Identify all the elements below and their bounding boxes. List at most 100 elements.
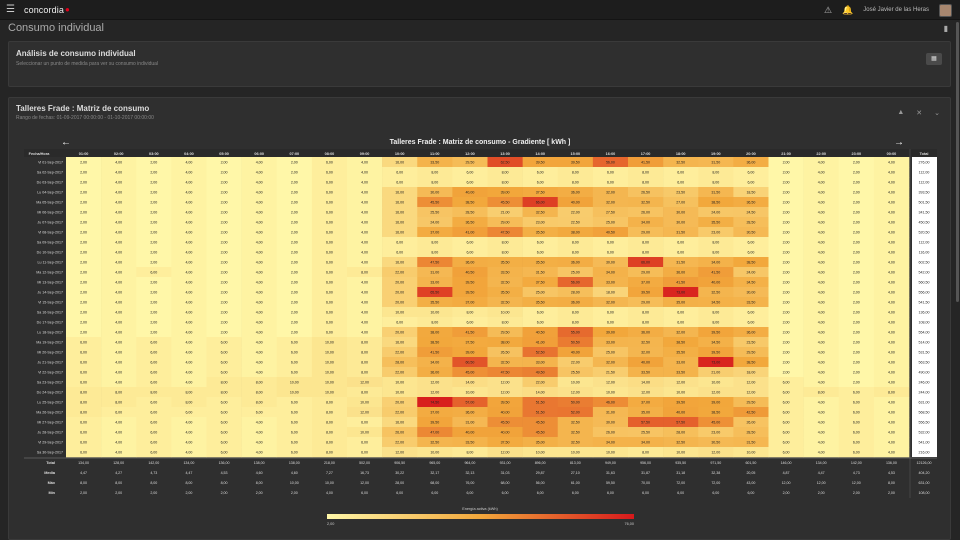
avatar[interactable] — [939, 3, 952, 17]
user-name[interactable]: José Javier de las Heras — [863, 7, 929, 13]
cell-value: 6,00 — [747, 321, 754, 325]
cell-value: 4,00 — [361, 181, 368, 185]
heatmap-cell — [347, 407, 383, 418]
cell-value: 6,00 — [221, 371, 228, 375]
heatmap-cell — [803, 197, 840, 208]
cell-value: 31,50 — [676, 231, 685, 235]
cell-value: 8,00 — [185, 391, 192, 395]
cell-value: 2,00 — [291, 271, 298, 275]
cell-value: 6,00 — [783, 381, 790, 385]
cell-value: 2,00 — [853, 311, 860, 315]
cell-value: 4,00 — [256, 311, 263, 315]
heatmap-cell — [698, 317, 734, 328]
cell-value: 28,00 — [571, 291, 580, 295]
cell-value: 4,00 — [256, 431, 263, 435]
heatmap-cell — [768, 277, 804, 288]
heatmap-cell — [698, 447, 734, 458]
cell-value: 4,00 — [818, 301, 825, 305]
download-icon[interactable]: ▲ — [897, 109, 905, 116]
summary-value: 6,00 — [431, 491, 438, 495]
heatmap-cell — [768, 217, 804, 228]
heatmap-cell — [311, 347, 348, 358]
close-icon[interactable]: ✕ — [916, 110, 923, 117]
cell-value: 6,00 — [326, 161, 333, 165]
heatmap-cell — [101, 317, 137, 328]
cell-value: 30,50 — [711, 441, 720, 445]
cell-value: 4,00 — [256, 171, 263, 175]
alert-icon[interactable]: ⚠ — [824, 4, 833, 15]
heatmap-cell — [557, 347, 594, 358]
heatmap-cell — [417, 397, 453, 408]
cell-value: 8,00 — [642, 181, 649, 185]
heatmap-cell — [592, 207, 629, 218]
heatmap-cell — [66, 367, 102, 378]
cell-value: 12,00 — [606, 381, 615, 385]
heatmap-cell — [803, 437, 840, 448]
cell-value: 8,00 — [502, 321, 509, 325]
heatmap-cell — [347, 327, 383, 338]
heatmap-cell — [733, 327, 769, 338]
heatmap-cell — [66, 407, 102, 418]
heatmap-cell — [557, 427, 594, 438]
cell-value: 12,00 — [501, 451, 510, 455]
menu-icon[interactable]: ☰ — [6, 4, 15, 15]
heatmap-cell — [733, 297, 769, 308]
cell-value: 4,00 — [185, 451, 192, 455]
brand-logo[interactable]: concordia● — [24, 5, 70, 15]
cell-value: 2,00 — [853, 291, 860, 295]
cell-value: 8,00 — [431, 321, 438, 325]
heatmap-cell — [628, 157, 664, 168]
heatmap-cell — [382, 197, 418, 208]
cell-value: 2,00 — [853, 231, 860, 235]
cell-value: 36,00 — [571, 261, 580, 265]
cell-value: 2,00 — [783, 351, 790, 355]
arrow-left-icon[interactable]: ← — [61, 137, 71, 148]
heatmap-cell — [241, 247, 278, 258]
heatmap-cell — [311, 287, 348, 298]
heatmap-cell — [382, 297, 418, 308]
date-label: Vi 08-Sep-2017 — [38, 231, 63, 235]
select-point-button[interactable]: ▦ — [926, 53, 942, 65]
cell-value: 2,00 — [221, 321, 228, 325]
heatmap-cell — [171, 397, 207, 408]
book-icon[interactable]: ▮ — [943, 24, 948, 33]
heatmap-cell — [733, 237, 769, 248]
summary-value: 7,27 — [326, 471, 333, 475]
heatmap-cell — [768, 257, 804, 268]
row-total: 542,00 — [919, 271, 930, 275]
bell-icon[interactable]: 🔔 — [842, 4, 854, 15]
cell-value: 4,00 — [888, 451, 895, 455]
heatmap-cell — [557, 357, 594, 368]
cell-value: 4,00 — [115, 311, 122, 315]
heatmap-cell — [698, 377, 734, 388]
cell-value: 32,00 — [606, 301, 615, 305]
heatmap-cell — [452, 337, 488, 348]
summary-value: 12,00 — [782, 481, 791, 485]
heatmap-cell — [698, 227, 734, 238]
heatmap-cell — [663, 157, 699, 168]
cell-value: 22,00 — [395, 411, 404, 415]
arrow-right-icon[interactable]: → — [894, 137, 904, 148]
cell-value: 6,00 — [150, 351, 157, 355]
cell-value: 12,00 — [360, 411, 369, 415]
heatmap-cell — [101, 297, 137, 308]
cell-value: 6,00 — [150, 401, 157, 405]
heatmap-cell — [522, 197, 559, 208]
heatmap-cell — [66, 427, 102, 438]
hour-label: 18:00 — [676, 152, 686, 156]
heatmap-cell — [241, 207, 278, 218]
cell-value: 22,00 — [571, 361, 580, 365]
heatmap-cell — [487, 407, 523, 418]
chevron-down-icon[interactable]: ⌄ — [934, 110, 940, 117]
cell-value: 12,00 — [711, 451, 720, 455]
cell-value: 4,00 — [888, 381, 895, 385]
heatmap-cell — [311, 307, 348, 318]
cell-value: 6,00 — [747, 181, 754, 185]
panel-title: Análisis de consumo individual — [16, 49, 136, 58]
hour-label: 20:00 — [746, 152, 756, 156]
cell-value: 12,00 — [501, 391, 510, 395]
heatmap-cell — [136, 267, 172, 278]
heatmap-cell — [557, 367, 594, 378]
hour-label: 06:00 — [254, 152, 264, 156]
scrollbar[interactable] — [956, 22, 959, 302]
